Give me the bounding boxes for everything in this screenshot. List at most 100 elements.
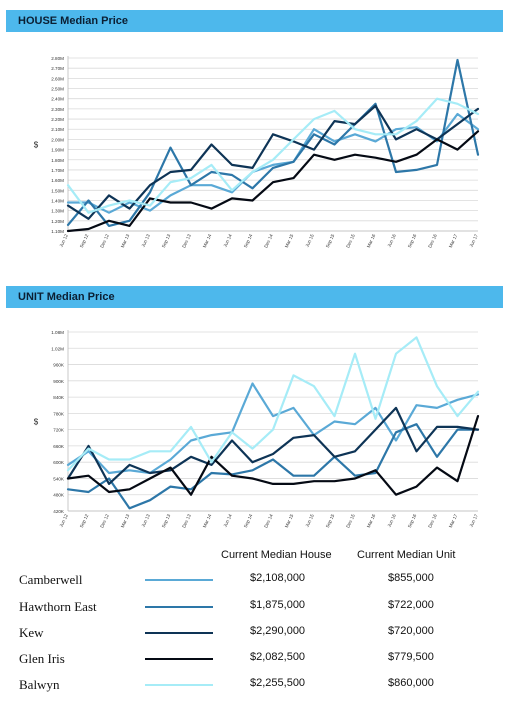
unit-x-tick-label: Sep 14 [243, 513, 254, 529]
house-y-tick-label: 1.20M [51, 219, 64, 224]
legend-line-swatch [145, 606, 213, 608]
unit-chart-title: UNIT Median Price [18, 291, 115, 303]
legend-house-price: $2,255,500 [250, 677, 306, 689]
unit-x-tick-label: Dec 13 [181, 513, 192, 529]
legend-row-kew: Kew $2,290,000 $720,000 [0, 621, 516, 647]
unit-x-tick-label: Jun 15 [305, 513, 316, 528]
house-x-tick-label: Sep 15 [325, 233, 336, 249]
unit-x-tick-label: Sep 13 [161, 513, 172, 529]
unit-series-line-hawthorn-east [66, 423, 480, 510]
house-y-tick-label: 1.80M [51, 158, 64, 163]
house-chart-title-bar: HOUSE Median Price [6, 10, 503, 32]
house-x-tick-label: Jun 17 [469, 233, 480, 248]
unit-x-tick-label: Jun 14 [223, 513, 234, 528]
house-x-tick-label: Dec 12 [99, 233, 110, 249]
legend-suburb-name: Hawthorn East [19, 599, 97, 614]
legend-row-glen-iris: Glen Iris $2,082,500 $779,500 [0, 647, 516, 673]
unit-y-tick-label: 720K [53, 428, 65, 433]
legend-row-hawthorn-east: Hawthorn East $1,875,000 $722,000 [0, 595, 516, 621]
unit-x-tick-label: Sep 16 [407, 513, 418, 529]
unit-series-line-camberwell [66, 382, 480, 475]
house-chart-title: HOUSE Median Price [18, 15, 129, 27]
house-x-tick-label: Dec 13 [181, 233, 192, 249]
house-x-tick-label: Dec 16 [427, 233, 438, 249]
legend-suburb-name: Balwyn [19, 677, 60, 692]
house-y-tick-label: 2.10M [51, 127, 64, 132]
legend-unit-price: $720,000 [388, 625, 434, 637]
legend-house-price: $1,875,000 [250, 599, 306, 611]
house-series-line-balwyn [66, 97, 480, 214]
house-y-tick-label: 2.50M [51, 87, 64, 92]
unit-series-line-glen-iris [66, 414, 480, 496]
unit-y-tick-label: 420K [53, 509, 65, 514]
legend-line-swatch [145, 579, 213, 581]
unit-y-tick-label: 960K [53, 363, 65, 368]
legend-unit-price: $779,500 [388, 651, 434, 663]
house-series-line-glen-iris [66, 130, 480, 233]
unit-x-tick-label: Jun 16 [387, 513, 398, 528]
unit-y-axis-label: $ [34, 418, 39, 427]
house-x-tick-label: Jun 12 [59, 233, 70, 248]
house-y-tick-label: 1.70M [51, 168, 64, 173]
house-x-tick-label: Mar 16 [366, 233, 377, 248]
legend-house-price: $2,290,000 [250, 625, 306, 637]
unit-y-tick-label: 480K [53, 493, 65, 498]
unit-y-tick-label: 900K [53, 379, 65, 384]
house-y-tick-label: 1.90M [51, 148, 64, 153]
unit-x-tick-label: Jun 12 [59, 513, 70, 528]
house-x-tick-label: Mar 13 [120, 233, 131, 248]
house-x-tick-label: Sep 12 [79, 233, 90, 249]
unit-y-tick-label: 840K [53, 395, 65, 400]
house-x-tick-label: Jun 14 [223, 233, 234, 248]
house-y-tick-label: 2.60M [51, 76, 64, 81]
unit-chart-title-bar: UNIT Median Price [6, 286, 503, 308]
house-series-line-kew [66, 104, 480, 220]
unit-x-tick-label: Sep 15 [325, 513, 336, 529]
legend-header-house: Current Median House [221, 549, 332, 561]
unit-x-tick-label: Mar 15 [284, 513, 295, 528]
house-x-tick-label: Mar 15 [284, 233, 295, 248]
unit-x-tick-label: Mar 13 [120, 513, 131, 528]
unit-x-tick-label: Dec 15 [345, 513, 356, 529]
house-y-tick-label: 1.60M [51, 178, 64, 183]
unit-y-tick-label: 1.02M [51, 346, 64, 351]
house-y-tick-label: 1.30M [51, 209, 64, 214]
unit-x-tick-label: Mar 14 [202, 513, 213, 528]
legend-line-swatch [145, 684, 213, 686]
legend-line-swatch [145, 658, 213, 660]
legend-house-price: $2,082,500 [250, 651, 306, 663]
house-x-tick-label: Mar 17 [448, 233, 459, 248]
unit-x-tick-label: Sep 12 [79, 513, 90, 529]
house-x-tick-label: Jun 13 [141, 233, 152, 248]
house-x-tick-label: Sep 13 [161, 233, 172, 249]
house-y-tick-label: 2.30M [51, 107, 64, 112]
unit-y-tick-label: 540K [53, 476, 65, 481]
unit-series-line-balwyn [66, 336, 480, 472]
house-y-tick-label: 1.10M [51, 229, 64, 234]
house-y-tick-label: 1.40M [51, 198, 64, 203]
house-x-tick-label: Jun 15 [305, 233, 316, 248]
unit-x-tick-label: Jun 17 [469, 513, 480, 528]
legend-row-balwyn: Balwyn $2,255,500 $860,000 [0, 673, 516, 699]
unit-y-tick-label: 600K [53, 460, 65, 465]
legend-suburb-name: Kew [19, 625, 44, 640]
legend-row-camberwell: Camberwell $2,108,000 $855,000 [0, 568, 516, 594]
house-x-tick-label: Dec 15 [345, 233, 356, 249]
house-y-tick-label: 2.80M [51, 56, 64, 61]
legend-line-swatch [145, 632, 213, 634]
house-y-tick-label: 2.70M [51, 66, 64, 71]
unit-y-tick-label: 1.08M [51, 330, 64, 335]
unit-price-chart: 420K 480K 540K 600K 660K 720K 780K 840K 900K 960K… [34, 330, 480, 529]
house-y-tick-label: 2.00M [51, 137, 64, 142]
unit-x-tick-label: Mar 16 [366, 513, 377, 528]
unit-series-line-kew [66, 406, 480, 485]
house-series-line-camberwell [66, 112, 480, 214]
unit-x-tick-label: Dec 12 [99, 513, 110, 529]
unit-x-tick-label: Dec 14 [263, 513, 274, 529]
house-price-chart: 1.10M 1.20M 1.30M 1.40M 1.50M 1.60M 1.70M 1.80M… [34, 56, 480, 249]
house-x-tick-label: Sep 16 [407, 233, 418, 249]
unit-x-tick-label: Dec 16 [427, 513, 438, 529]
unit-y-tick-label: 780K [53, 411, 65, 416]
house-x-tick-label: Jun 16 [387, 233, 398, 248]
house-x-tick-label: Dec 14 [263, 233, 274, 249]
